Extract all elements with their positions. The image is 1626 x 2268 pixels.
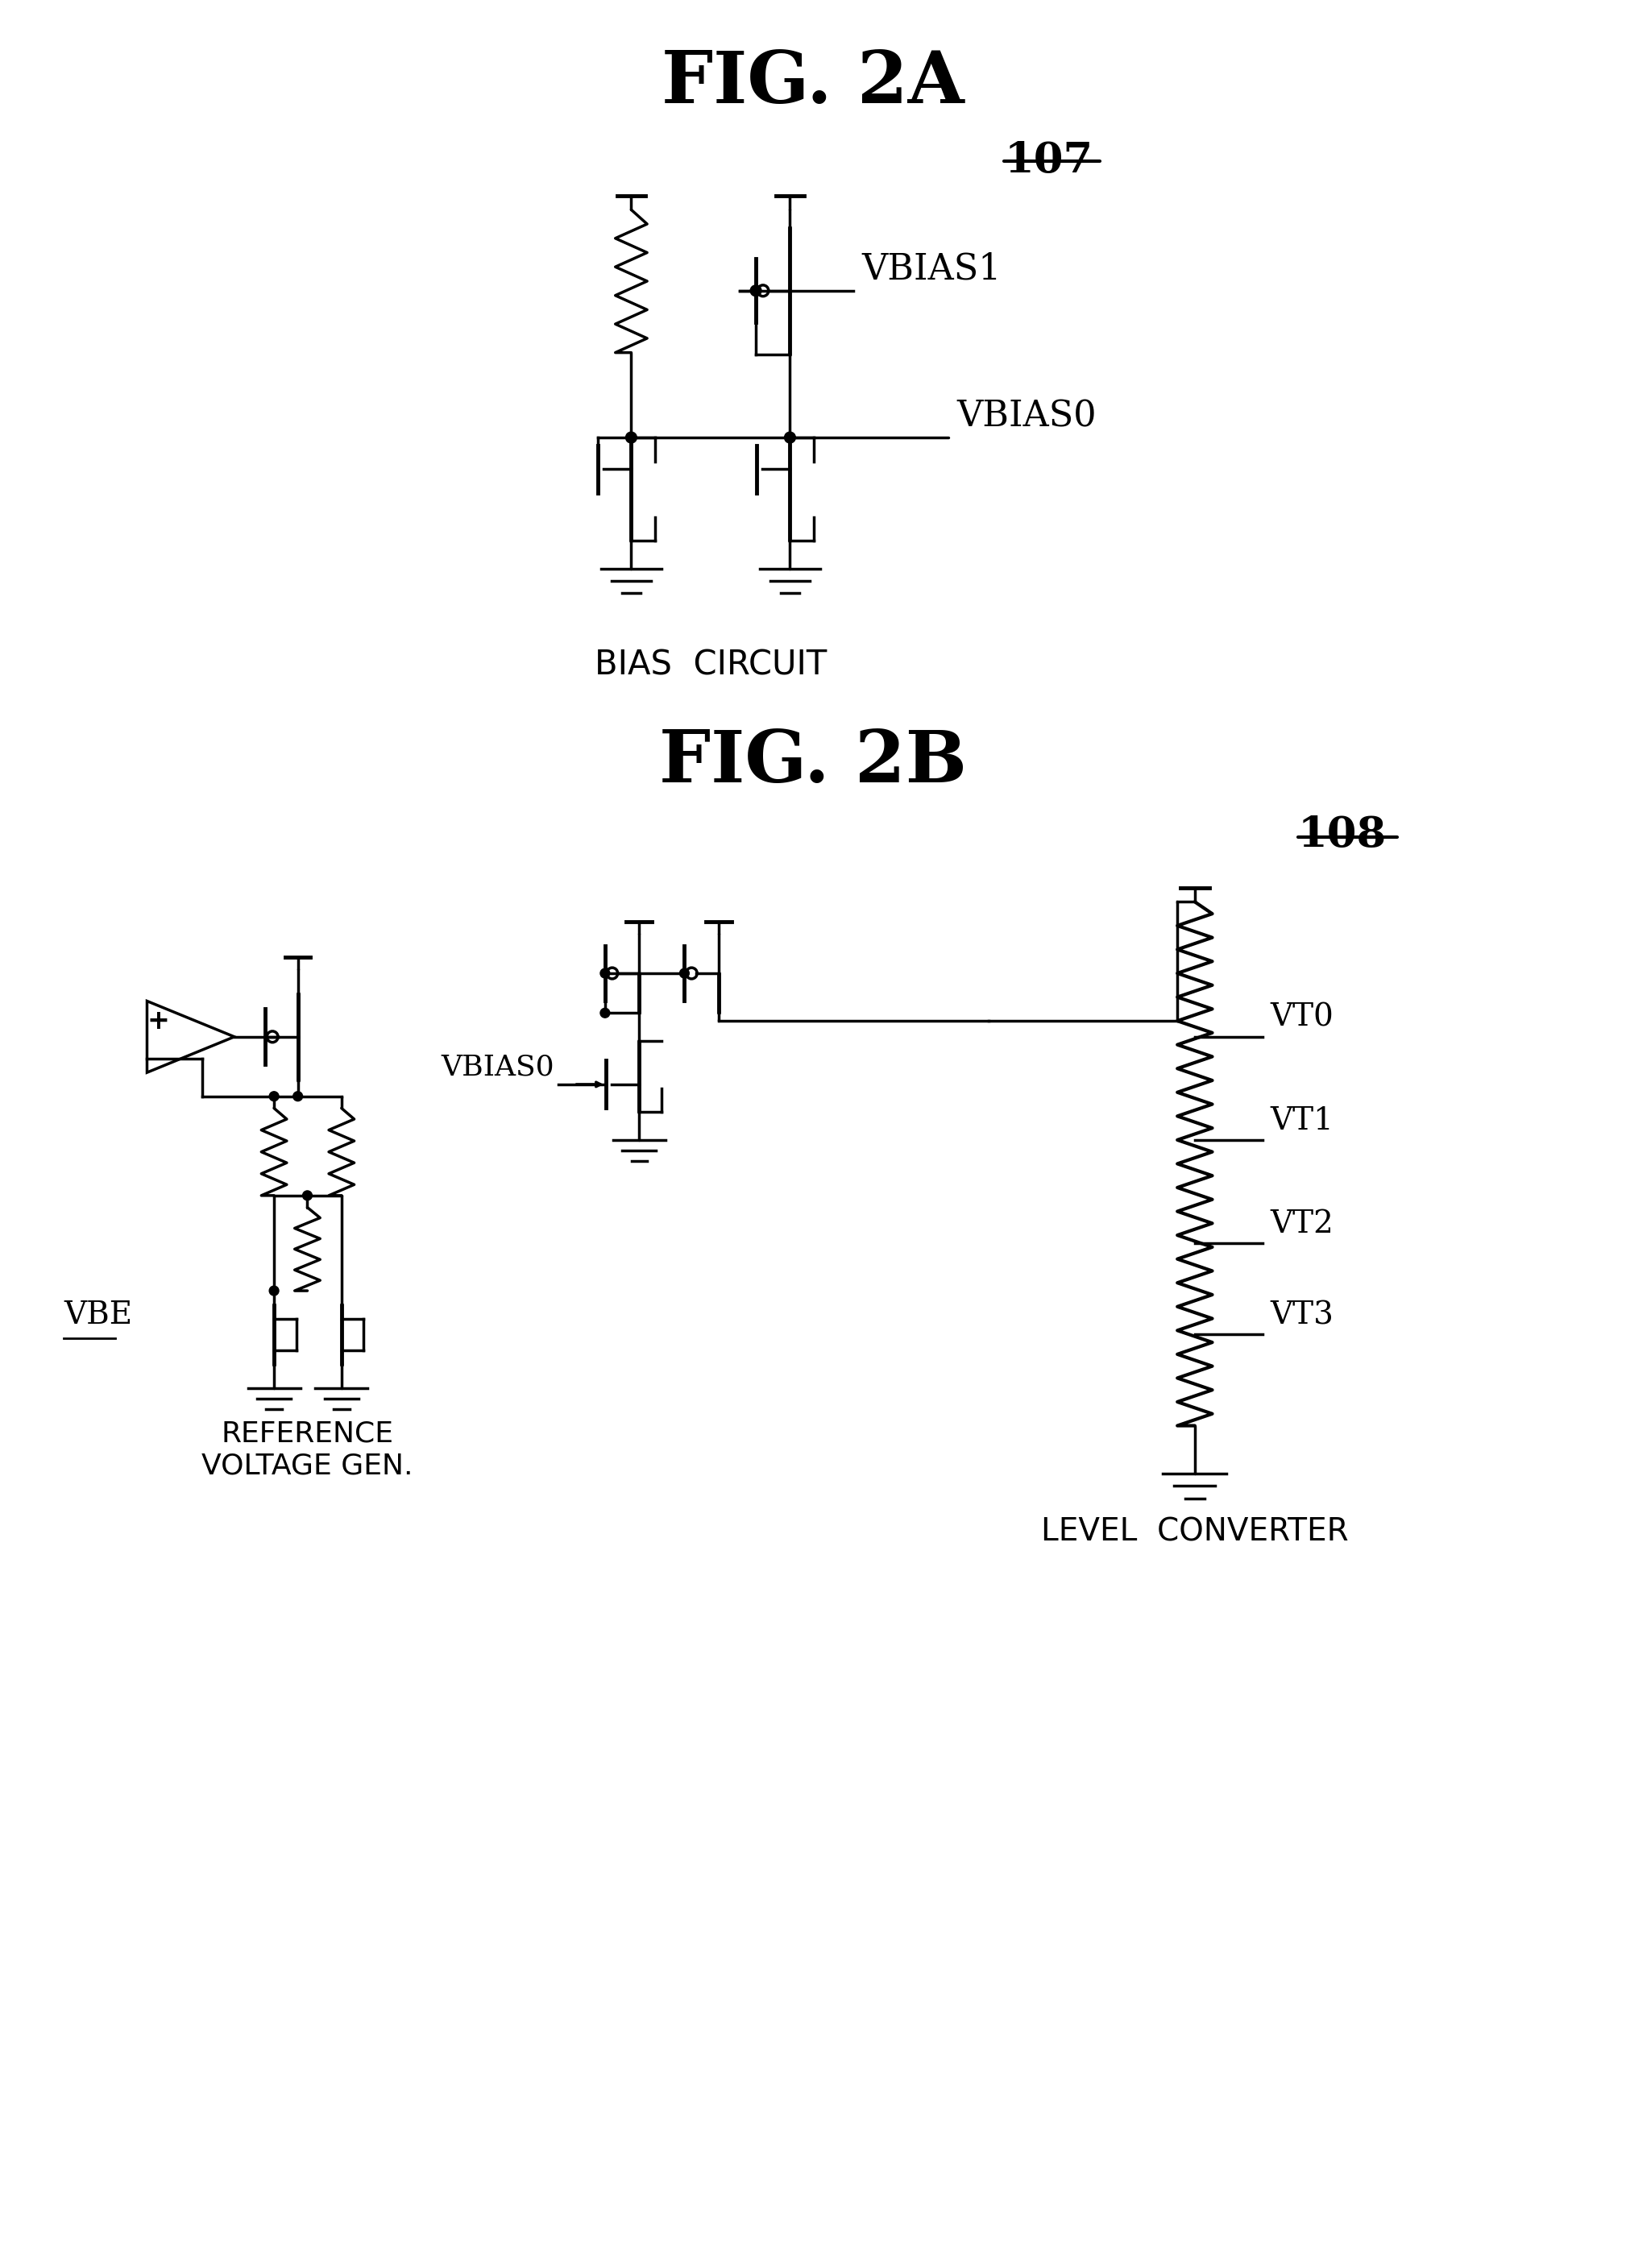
Text: VBE: VBE bbox=[63, 1300, 132, 1331]
Text: REFERENCE
VOLTAGE GEN.: REFERENCE VOLTAGE GEN. bbox=[202, 1420, 413, 1479]
Circle shape bbox=[270, 1091, 278, 1100]
Text: VT1: VT1 bbox=[1270, 1107, 1333, 1136]
Circle shape bbox=[626, 431, 637, 442]
Text: BIAS  CIRCUIT: BIAS CIRCUIT bbox=[595, 649, 826, 683]
Text: FIG. 2B: FIG. 2B bbox=[659, 728, 967, 798]
Circle shape bbox=[270, 1286, 278, 1295]
Circle shape bbox=[293, 1091, 302, 1100]
Circle shape bbox=[600, 1009, 610, 1018]
Text: +: + bbox=[146, 1007, 169, 1034]
Circle shape bbox=[750, 286, 761, 297]
Text: VT2: VT2 bbox=[1270, 1209, 1333, 1238]
Text: VBIAS0: VBIAS0 bbox=[956, 399, 1096, 433]
Text: LEVEL  CONVERTER: LEVEL CONVERTER bbox=[1041, 1517, 1348, 1547]
Text: 108: 108 bbox=[1298, 814, 1387, 855]
Circle shape bbox=[600, 968, 610, 978]
Text: VBIAS1: VBIAS1 bbox=[862, 252, 1002, 286]
Text: 107: 107 bbox=[1005, 141, 1093, 181]
Text: VT0: VT0 bbox=[1270, 1002, 1333, 1032]
Circle shape bbox=[302, 1191, 312, 1200]
Circle shape bbox=[680, 968, 689, 978]
Text: FIG. 2A: FIG. 2A bbox=[662, 48, 964, 118]
Circle shape bbox=[784, 431, 795, 442]
Text: VBIAS0: VBIAS0 bbox=[441, 1052, 554, 1080]
Text: VT3: VT3 bbox=[1270, 1300, 1333, 1331]
